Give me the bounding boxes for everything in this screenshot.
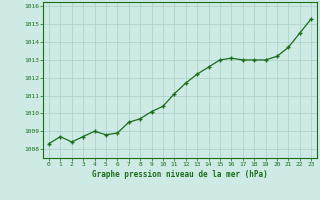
X-axis label: Graphe pression niveau de la mer (hPa): Graphe pression niveau de la mer (hPa) [92, 170, 268, 179]
